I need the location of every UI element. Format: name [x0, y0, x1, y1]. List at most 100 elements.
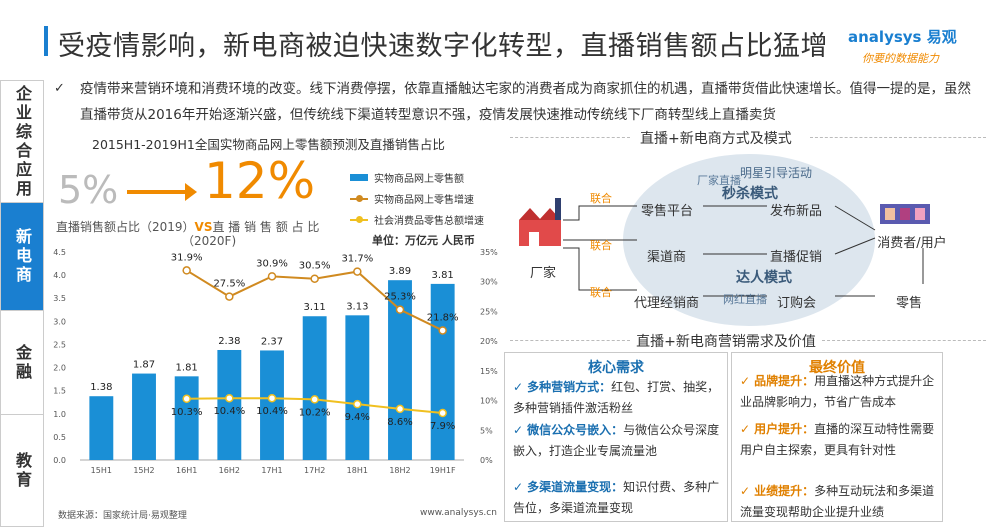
line-value-label: 31.7% [341, 254, 373, 265]
bar [388, 280, 412, 460]
link-label: 联合 [590, 286, 612, 299]
bar-value-label: 2.37 [261, 336, 283, 347]
divider [810, 137, 986, 138]
line-point [395, 404, 405, 414]
nav-item-finance[interactable]: 金融 [1, 311, 43, 415]
line-value-label: 8.6% [387, 417, 412, 428]
bar-value-label: 3.89 [389, 266, 411, 277]
line-value-label: 21.8% [427, 312, 459, 323]
share-label-year: （2020F) [182, 234, 237, 248]
line-point [353, 399, 362, 409]
bar-value-label: 2.38 [218, 336, 240, 347]
y-right-tick-label: 35% [480, 248, 498, 257]
line-value-label: 9.4% [345, 412, 370, 423]
node-new-product: 发布新品 [770, 204, 823, 219]
check-icon: ✓ [740, 374, 751, 388]
check-icon: ✓ [513, 480, 524, 494]
node-channel: 渠道商 [647, 250, 687, 265]
chart-unit: 单位：万亿元 人民币 [372, 234, 475, 247]
x-tick-label: 18H2 [389, 466, 410, 475]
consumer-icon [880, 204, 930, 224]
value-item: ✓ 业绩提升：多种互动玩法和多渠道流量变现帮助企业提升业绩 [740, 484, 935, 519]
intro-paragraph: ✓ 疫情带来营销环境和消费环境的改变。线下消费停摆，依靠直播触达宅家的消费者成为… [54, 76, 984, 128]
line-point [225, 393, 234, 403]
bar [174, 376, 199, 460]
y-left-tick-label: 2.0 [53, 364, 66, 373]
share-2019-value: 5% [58, 168, 119, 212]
y-left-tick-label: 4.0 [53, 271, 66, 280]
share-label-2019: 直播销售额占比（2019） [56, 220, 195, 234]
legend-bar-swatch [350, 174, 368, 181]
line-point [182, 394, 191, 404]
line-point [267, 393, 277, 403]
y-right-tick-label: 25% [480, 307, 498, 316]
y-left-tick-label: 1.5 [53, 387, 66, 396]
line-value-label: 25.3% [384, 292, 416, 303]
bar [132, 373, 156, 460]
y-left-tick-label: 0.0 [53, 456, 66, 465]
bar-value-label: 3.13 [346, 301, 368, 312]
core-item: ✓ 微信公众号嵌入：与微信公众号深度嵌入，打造企业专属流量池 [513, 423, 720, 458]
line-point [438, 326, 447, 335]
bar-value-label: 3.81 [432, 270, 454, 281]
link-label: 联合 [590, 239, 612, 252]
title-accent-bar [44, 26, 48, 56]
node-factory: 厂家 [530, 266, 557, 281]
line-value-label: 10.4% [256, 406, 288, 417]
y-right-tick-label: 20% [480, 337, 498, 346]
cloud-word: 秒杀模式 [722, 186, 778, 202]
node-distributor: 代理经销商 [634, 296, 700, 311]
bar-value-label: 1.38 [90, 382, 112, 393]
word-cloud-bg [623, 154, 875, 326]
check-icon: ✓ [513, 380, 524, 394]
source-url: www.analysys.cn [420, 508, 497, 518]
node-retail-platform: 零售平台 [641, 204, 694, 219]
y-right-tick-label: 15% [480, 367, 498, 376]
x-tick-label: 15H1 [91, 466, 112, 475]
line-point [438, 408, 447, 418]
cloud-word: 达人模式 [736, 270, 792, 286]
share-2020-value: 12% [204, 152, 316, 210]
divider [510, 137, 630, 138]
vs-label: VS [194, 220, 213, 234]
legend-label-1: 实物商品网上零售增速 [374, 195, 474, 206]
core-demand-title: 核心需求 [588, 360, 644, 376]
bar-value-label: 1.81 [176, 362, 198, 373]
nav-item-new-ecommerce[interactable]: 新电商 [1, 203, 43, 311]
page-title: 受疫情影响，新电商被迫快速数字化转型，直播销售额占比猛增 [58, 31, 828, 62]
flow-diagram [519, 154, 930, 326]
x-tick-label: 17H2 [304, 466, 325, 475]
nav-item-enterprise[interactable]: 企业综合应用 [1, 81, 43, 203]
divider [822, 340, 986, 341]
value-item: ✓ 用户提升：直播的深互动特性需要用户自主探索，更具有针对性 [740, 422, 935, 457]
y-left-tick-label: 1.0 [53, 410, 66, 419]
flow-section-title: 直播+新电商方式及模式 [640, 131, 792, 147]
core-item: ✓ 多种营销方式：红包、打赏、抽奖，多种营销插件激活粉丝 [513, 380, 720, 415]
bar-value-label: 3.11 [304, 302, 326, 313]
y-right-tick-label: 5% [480, 426, 493, 435]
line-value-label: 31.9% [171, 252, 203, 263]
value-item: ✓ 品牌提升：用直播这种方式提升企业品牌影响力，节省广告成本 [740, 374, 935, 409]
chart-title: 2015H1-2019H1全国实物商品网上零售额预测及直播销售占比 [92, 137, 445, 152]
nav-item-education[interactable]: 教育 [13, 452, 32, 490]
legend-item-bar: 实物商品网上零售额 [350, 167, 484, 188]
final-value-title: 最终价值 [809, 360, 865, 376]
bar [302, 316, 327, 460]
y-right-tick-label: 30% [480, 278, 498, 287]
factory-icon [519, 198, 561, 246]
line-value-label: 30.5% [299, 261, 331, 272]
arrow-right-icon [127, 183, 197, 201]
brand-logo: analysys 易观 [848, 28, 957, 46]
check-icon: ✓ [54, 81, 65, 96]
cloud-word: 厂家直播 [697, 174, 741, 187]
x-tick-label: 16H2 [219, 466, 240, 475]
node-consumer: 消费者/用户 [877, 236, 947, 251]
x-tick-label: 15H2 [133, 466, 154, 475]
line-point [182, 266, 191, 275]
y-right-tick-label: 0% [480, 456, 493, 465]
brand-tagline: 你要的数据能力 [862, 52, 939, 65]
line-value-label: 10.4% [213, 406, 245, 417]
legend-line-swatch [350, 194, 368, 202]
core-demand-box: 核心需求 ✓ 多种营销方式：红包、打赏、抽奖，多种营销插件激活粉丝 ✓ 微信公众号嵌… [504, 352, 728, 522]
line-point [267, 272, 277, 281]
